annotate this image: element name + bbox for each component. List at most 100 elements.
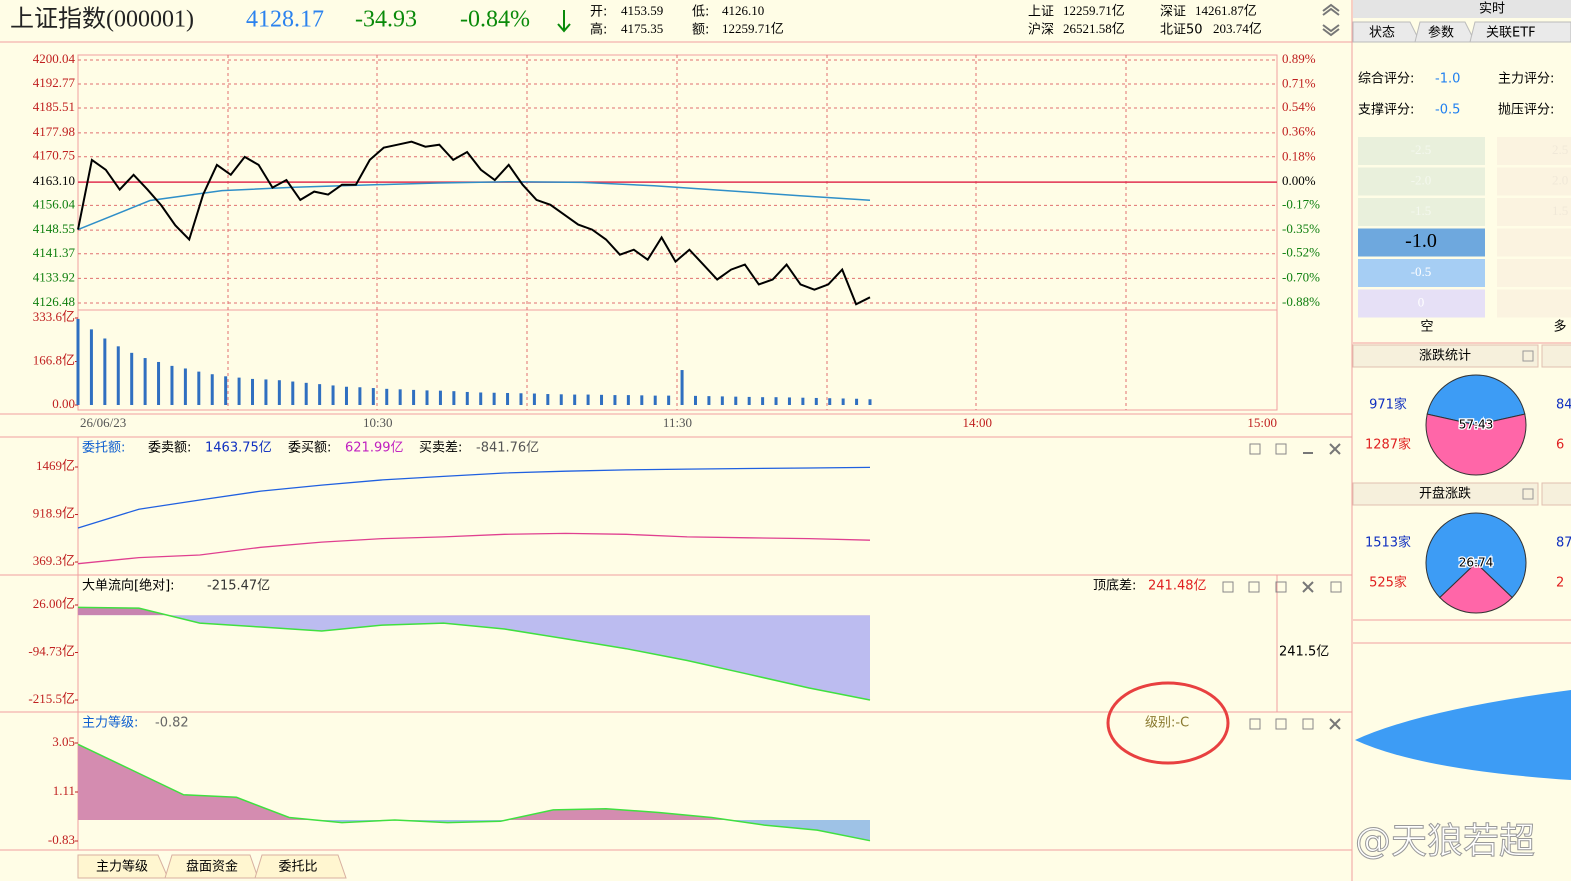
- mainforce-value: -0.82: [155, 716, 189, 731]
- area-negative: [78, 615, 870, 700]
- x-tick-label: 26/06/23: [80, 415, 126, 430]
- y-tick-label: 4148.55: [33, 221, 75, 236]
- pie-slice: [1426, 374, 1526, 426]
- tab-label[interactable]: 状态: [1369, 26, 1395, 41]
- score-value: -1.0: [1435, 72, 1460, 87]
- ladder-cell: [1497, 228, 1571, 257]
- window-icon[interactable]: [1330, 581, 1342, 593]
- pct-tick-label: 0.89%: [1282, 51, 1316, 66]
- ladder-label: 0: [1418, 294, 1425, 309]
- open-value: 4153.59: [621, 3, 663, 18]
- index-price: 4128.17: [246, 7, 324, 33]
- close-icon[interactable]: [1302, 581, 1314, 593]
- tab-label[interactable]: 参数: [1428, 25, 1454, 41]
- bottom-tab-label[interactable]: 主力等级: [96, 859, 148, 875]
- volume-bar: [224, 376, 228, 405]
- volume-bar: [264, 379, 268, 405]
- bottom-tab-label[interactable]: 委托比: [278, 860, 317, 875]
- y-tick-label: 4185.51: [33, 99, 75, 114]
- volume-bar: [720, 396, 724, 405]
- pie-slice: [1439, 562, 1513, 614]
- volume-bar: [532, 393, 536, 405]
- help-icon[interactable]: [1522, 488, 1534, 500]
- close-icon[interactable]: [1329, 443, 1341, 455]
- volume-bar: [693, 395, 697, 405]
- window-icon[interactable]: [1275, 581, 1287, 593]
- pie-ratio: 57:43: [1459, 418, 1494, 432]
- volume-bar: [425, 390, 429, 405]
- window-icon[interactable]: [1249, 443, 1261, 455]
- volume-bar: [304, 382, 308, 405]
- volume-bar: [291, 381, 295, 405]
- tab-label[interactable]: 关联ETF: [1486, 26, 1536, 41]
- bottom-tab-label[interactable]: 盘面资金: [186, 859, 238, 875]
- ladder-label: 2.5: [1552, 142, 1568, 157]
- y-tick-label: 1469亿: [36, 458, 75, 473]
- ladder-label: 1.5: [1552, 203, 1568, 218]
- y-tick-label: 1.11: [53, 783, 75, 798]
- window-icon[interactable]: [1248, 581, 1260, 593]
- pie-count: 525家: [1369, 575, 1407, 591]
- volume-bar: [680, 370, 684, 405]
- ladder-cell: [1497, 167, 1571, 196]
- index-change-pct: -0.84%: [460, 7, 530, 33]
- section-title: 涨跌统计: [1419, 348, 1471, 364]
- close-icon[interactable]: [1329, 718, 1341, 730]
- y-tick-label: 369.3亿: [33, 553, 75, 568]
- pie-count: 1287家: [1365, 437, 1411, 453]
- bottom-tab[interactable]: [77, 854, 169, 879]
- market-value: 14261.87亿: [1195, 3, 1257, 18]
- y-tick-label: 333.6亿: [33, 309, 75, 324]
- window-icon[interactable]: [1249, 718, 1261, 730]
- bottom-tab[interactable]: [164, 854, 259, 879]
- window-icon[interactable]: [1275, 718, 1287, 730]
- ladder-cell: [1358, 289, 1485, 318]
- y-tick-label: 166.8亿: [33, 352, 75, 367]
- short-label: 空: [1420, 320, 1433, 335]
- score-label: 综合评分:: [1358, 72, 1414, 87]
- volume-bar: [385, 388, 389, 405]
- ladder-label: -2.5: [1411, 142, 1432, 157]
- volume-bar: [841, 398, 845, 405]
- pct-tick-label: 0.54%: [1282, 99, 1316, 114]
- market-name: 北证50: [1160, 23, 1203, 38]
- window-icon[interactable]: [1302, 718, 1314, 730]
- ladder-cell: [1497, 137, 1571, 165]
- sell-line: [77, 466, 871, 529]
- volume-bar: [774, 397, 778, 405]
- price-line: [77, 140, 871, 306]
- pie-count-cut: 6: [1556, 438, 1564, 453]
- tab[interactable]: [1414, 21, 1476, 43]
- volume-bar: [89, 329, 93, 405]
- volume-bar: [506, 393, 510, 405]
- volume-bar: [277, 380, 281, 405]
- scroll-icon[interactable]: [1322, 3, 1340, 37]
- volume-bar: [116, 346, 120, 405]
- window-icon[interactable]: [1222, 581, 1234, 593]
- window-icon[interactable]: [1275, 443, 1287, 455]
- bottom-tab[interactable]: [254, 854, 347, 879]
- ladder-cell: [1358, 228, 1485, 257]
- volume-bar: [640, 395, 644, 405]
- tab[interactable]: [1469, 21, 1571, 43]
- pct-tick-label: -0.35%: [1282, 221, 1320, 236]
- panel-title: 大单流向[绝对]:: [82, 578, 175, 594]
- pct-tick-label: 0.18%: [1282, 148, 1316, 163]
- y-tick-label: 918.9亿: [33, 506, 75, 521]
- ladder-cell: [1358, 167, 1485, 196]
- volume-bar: [600, 394, 604, 405]
- pie-count: 971家: [1369, 397, 1407, 413]
- pie-slice: [1425, 413, 1527, 476]
- volume-bar: [573, 394, 577, 405]
- long-label: 多: [1553, 319, 1566, 335]
- highlight-circle: [1106, 681, 1230, 765]
- tab[interactable]: [1352, 21, 1421, 43]
- volume-bar: [653, 395, 657, 405]
- help-icon[interactable]: [1522, 350, 1534, 362]
- volume-bar: [734, 396, 738, 405]
- volume-bar: [197, 371, 201, 405]
- index-name: 上证指数(000001): [10, 6, 194, 33]
- market-name: 上证: [1028, 5, 1054, 20]
- volume-bar: [559, 394, 563, 405]
